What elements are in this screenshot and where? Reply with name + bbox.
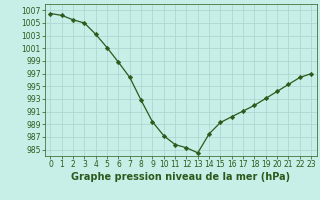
X-axis label: Graphe pression niveau de la mer (hPa): Graphe pression niveau de la mer (hPa): [71, 172, 290, 182]
